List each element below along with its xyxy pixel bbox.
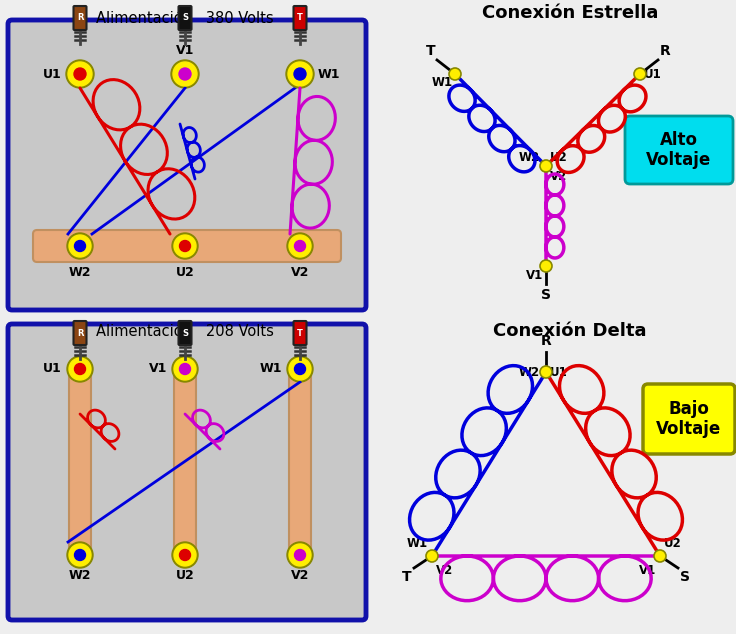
Text: R: R (77, 13, 83, 22)
Circle shape (66, 60, 94, 88)
FancyBboxPatch shape (33, 230, 341, 262)
Text: U2: U2 (664, 537, 682, 550)
Text: V1: V1 (639, 564, 656, 577)
Text: S: S (680, 570, 690, 584)
Text: R: R (77, 328, 83, 337)
Circle shape (172, 233, 198, 259)
Circle shape (180, 550, 191, 560)
Circle shape (67, 542, 93, 568)
Circle shape (654, 550, 666, 562)
Text: W1: W1 (260, 363, 282, 375)
Text: U1: U1 (644, 67, 662, 81)
Circle shape (74, 363, 85, 375)
Text: U1: U1 (550, 365, 567, 378)
Text: U1: U1 (43, 363, 62, 375)
Circle shape (288, 62, 312, 86)
FancyBboxPatch shape (179, 321, 191, 345)
FancyBboxPatch shape (643, 384, 735, 454)
Circle shape (449, 68, 461, 80)
Circle shape (180, 240, 191, 252)
Circle shape (69, 544, 91, 566)
Circle shape (172, 356, 198, 382)
Text: Alto
Voltaje: Alto Voltaje (646, 131, 712, 169)
FancyBboxPatch shape (174, 366, 196, 558)
Circle shape (287, 233, 313, 259)
Circle shape (289, 358, 311, 380)
Text: R: R (660, 44, 670, 58)
Circle shape (294, 240, 305, 252)
Text: V1: V1 (176, 44, 194, 57)
Circle shape (174, 358, 196, 380)
Circle shape (74, 240, 85, 252)
Text: U2: U2 (176, 569, 194, 582)
Circle shape (180, 363, 191, 375)
Text: U1: U1 (43, 67, 62, 81)
Circle shape (540, 260, 552, 272)
Text: U2: U2 (176, 266, 194, 279)
Circle shape (172, 542, 198, 568)
Text: S: S (182, 328, 188, 337)
Circle shape (67, 233, 93, 259)
Circle shape (289, 235, 311, 257)
Circle shape (294, 550, 305, 560)
Text: W2: W2 (519, 151, 540, 164)
Circle shape (74, 550, 85, 560)
Text: R: R (541, 334, 551, 348)
Text: T: T (297, 328, 303, 337)
Text: Conexión Estrella: Conexión Estrella (482, 4, 658, 22)
Text: Bajo
Voltaje: Bajo Voltaje (657, 399, 721, 438)
Circle shape (67, 356, 93, 382)
Circle shape (634, 68, 646, 80)
Text: V1: V1 (149, 363, 167, 375)
Circle shape (69, 358, 91, 380)
Circle shape (69, 235, 91, 257)
Text: T: T (403, 570, 412, 584)
Text: W1: W1 (432, 76, 453, 89)
Text: V1: V1 (526, 269, 543, 282)
Circle shape (289, 544, 311, 566)
FancyBboxPatch shape (294, 321, 306, 345)
Circle shape (294, 363, 305, 375)
Circle shape (294, 68, 306, 80)
Text: U2: U2 (550, 151, 567, 164)
Text: Conexión Delta: Conexión Delta (493, 322, 647, 340)
Circle shape (173, 62, 197, 86)
Text: W2: W2 (519, 365, 540, 378)
FancyBboxPatch shape (179, 6, 191, 30)
FancyBboxPatch shape (74, 6, 87, 30)
Text: V2: V2 (291, 266, 309, 279)
Text: S: S (182, 13, 188, 22)
Circle shape (286, 60, 314, 88)
Text: W2: W2 (68, 569, 91, 582)
Text: Alimentación   208 Volts: Alimentación 208 Volts (96, 324, 274, 339)
FancyBboxPatch shape (8, 324, 366, 620)
Circle shape (171, 60, 199, 88)
Circle shape (68, 62, 92, 86)
Circle shape (540, 160, 552, 172)
Text: V2: V2 (436, 564, 453, 577)
Circle shape (174, 235, 196, 257)
Text: T: T (297, 13, 303, 22)
Text: T: T (425, 44, 435, 58)
Circle shape (287, 356, 313, 382)
Circle shape (287, 542, 313, 568)
Text: W1: W1 (407, 537, 428, 550)
FancyBboxPatch shape (8, 20, 366, 310)
Circle shape (74, 68, 86, 80)
FancyBboxPatch shape (294, 6, 306, 30)
FancyBboxPatch shape (625, 116, 733, 184)
Circle shape (179, 68, 191, 80)
Circle shape (426, 550, 438, 562)
Text: S: S (541, 288, 551, 302)
FancyBboxPatch shape (74, 321, 87, 345)
Circle shape (174, 544, 196, 566)
Text: V2: V2 (291, 569, 309, 582)
Text: W2: W2 (68, 266, 91, 279)
Text: Alimentación   380 Volts: Alimentación 380 Volts (96, 11, 274, 26)
FancyBboxPatch shape (69, 366, 91, 558)
FancyBboxPatch shape (289, 366, 311, 558)
Circle shape (540, 366, 552, 378)
Text: W1: W1 (318, 67, 341, 81)
Text: V2: V2 (550, 170, 567, 183)
